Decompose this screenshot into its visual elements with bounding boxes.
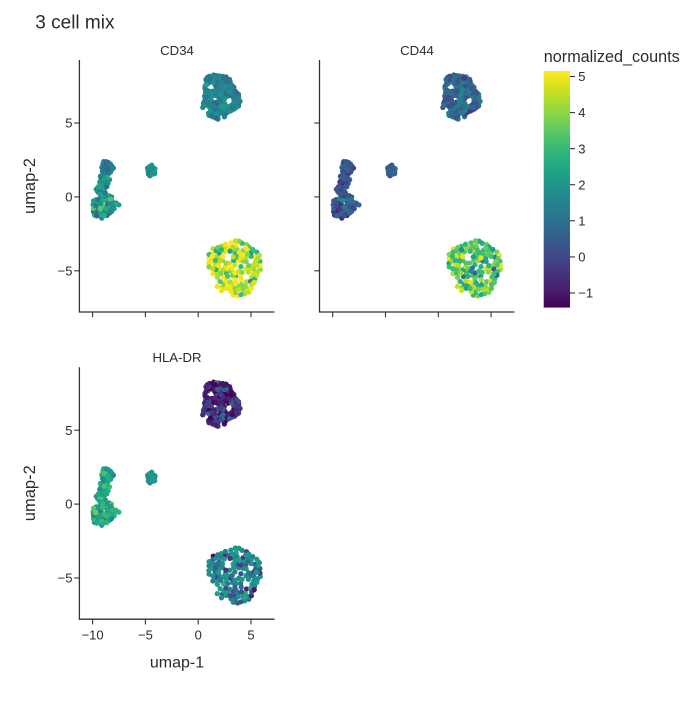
svg-text:3 cell mix: 3 cell mix <box>35 13 115 34</box>
svg-text:0: 0 <box>65 190 72 205</box>
svg-text:−5: −5 <box>58 263 73 278</box>
svg-text:−5: −5 <box>138 628 153 643</box>
svg-text:CD34: CD34 <box>160 43 194 58</box>
svg-text:CD44: CD44 <box>400 43 434 58</box>
svg-text:umap-2: umap-2 <box>21 465 39 521</box>
svg-text:−1: −1 <box>578 286 593 301</box>
svg-text:0: 0 <box>65 497 72 512</box>
svg-text:−5: −5 <box>58 571 73 586</box>
svg-text:5: 5 <box>65 423 72 438</box>
svg-text:5: 5 <box>65 116 72 131</box>
svg-text:1: 1 <box>578 213 585 228</box>
svg-text:2: 2 <box>578 177 585 192</box>
svg-text:5: 5 <box>578 69 585 84</box>
svg-text:−10: −10 <box>82 628 104 643</box>
svg-text:0: 0 <box>195 628 202 643</box>
svg-text:HLA-DR: HLA-DR <box>152 350 201 365</box>
svg-text:0: 0 <box>578 250 585 265</box>
svg-text:5: 5 <box>247 628 254 643</box>
svg-text:umap-2: umap-2 <box>21 158 39 214</box>
svg-text:4: 4 <box>578 105 585 120</box>
svg-text:normalized_counts: normalized_counts <box>544 48 680 66</box>
svg-text:3: 3 <box>578 141 585 156</box>
svg-text:umap-1: umap-1 <box>150 655 204 672</box>
